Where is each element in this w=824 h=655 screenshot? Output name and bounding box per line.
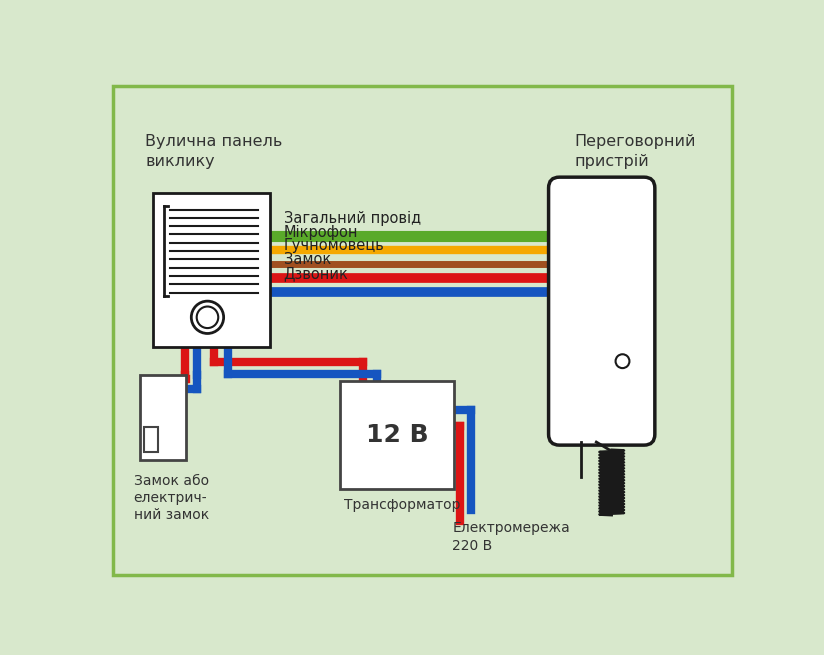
Text: Вулична панель
виклику: Вулична панель виклику [145, 134, 283, 169]
Text: Переговорний
пристрій: Переговорний пристрій [575, 134, 696, 169]
Text: Мікрофон: Мікрофон [283, 225, 358, 240]
Text: Трансформатор: Трансформатор [344, 498, 461, 512]
Text: Дзвоник: Дзвоник [283, 266, 349, 281]
Bar [152, 193, 269, 346]
Circle shape [616, 354, 630, 368]
Text: Загальний провід: Загальний провід [283, 211, 421, 226]
Text: Замок: Замок [283, 252, 331, 267]
Circle shape [197, 307, 218, 328]
Circle shape [191, 301, 223, 333]
Bar [140, 375, 186, 460]
Text: Замок або
електрич-
ний замок: Замок або електрич- ний замок [133, 474, 208, 522]
Bar [144, 428, 158, 452]
FancyBboxPatch shape [549, 177, 655, 445]
Text: Гучномовець: Гучномовець [283, 238, 385, 253]
Text: Електромережа
220 В: Електромережа 220 В [452, 521, 570, 553]
Bar [340, 381, 454, 489]
Text: 12 В: 12 В [366, 423, 428, 447]
